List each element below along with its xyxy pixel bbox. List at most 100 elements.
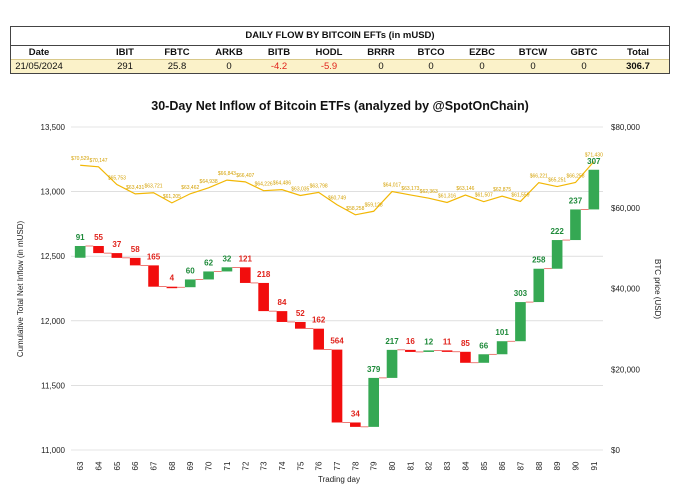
x-tick-label: 66 (131, 461, 140, 470)
btc-price-label: $61,559 (511, 192, 529, 198)
cell-hodl: -5.9 (320, 61, 338, 72)
x-tick-label: 75 (296, 461, 305, 470)
x-tick-label: 76 (315, 461, 324, 470)
btc-price-label: $61,507 (475, 193, 493, 199)
x-tick-label: 85 (480, 461, 489, 470)
btc-price-label: $66,258 (566, 173, 584, 179)
flow-data-label: 55 (94, 233, 103, 242)
x-tick-label: 88 (535, 461, 544, 470)
y-tick-label: 11,000 (41, 446, 65, 455)
x-tick-label: 81 (406, 461, 415, 470)
btc-price-label: $61,205 (163, 194, 181, 200)
btc-price-line (80, 161, 595, 216)
btc-price-layer: $70,529 $70,147 $65,753$63,431 $63,721$61,2… (71, 153, 603, 216)
flow-data-label: 91 (76, 233, 85, 242)
waterfall-bar (74, 245, 86, 258)
x-tick-label: 80 (388, 461, 397, 470)
daily-flow-table: DAILY FLOW BY BITCOIN EFTs (in mUSD) Dat… (10, 26, 670, 74)
y2-tick-label: $0 (611, 446, 620, 455)
header-fbtc: FBTC (164, 47, 190, 58)
flow-data-label: 37 (112, 240, 121, 249)
btc-price-label: $70,529 (71, 156, 89, 162)
x-tick-label: 63 (76, 461, 85, 470)
btc-price-label: $58,258 (346, 206, 364, 212)
y2-tick-label: $60,000 (611, 204, 640, 213)
x-tick-label: 77 (333, 461, 342, 470)
flow-data-label: 303 (514, 289, 528, 298)
waterfall-bar (405, 349, 416, 352)
cell-gbtc: 0 (581, 61, 587, 72)
waterfall-bar (221, 267, 233, 272)
cell-ibit: 291 (117, 61, 133, 72)
waterfall-bar (93, 245, 104, 254)
btc-price-label: $65,251 (548, 178, 566, 184)
y-tick-label: 13,500 (41, 123, 66, 132)
waterfall-bar (570, 209, 581, 241)
flow-data-label: 66 (479, 341, 488, 350)
flow-data-label: 121 (239, 254, 253, 263)
x-tick-label: 73 (260, 461, 269, 470)
y-tick-label: 12,500 (41, 252, 66, 261)
cell-total: 306.7 (626, 61, 650, 72)
flow-data-label: 58 (131, 245, 140, 254)
y2-tick-label: $40,000 (611, 285, 640, 294)
grid-layer (71, 126, 603, 451)
cell-bitb: -4.2 (270, 61, 288, 72)
flow-data-label: 564 (330, 337, 344, 346)
btc-price-label: $63,431 (126, 185, 144, 191)
flow-data-label: 84 (278, 298, 287, 307)
waterfall-bar (551, 240, 563, 269)
flow-table-header-row: Date IBIT FBTC ARKB BITB HODL BRRR BTCO … (11, 45, 669, 59)
waterfall-bar (588, 169, 600, 210)
y-tick-label: 11,500 (41, 381, 65, 390)
waterfall-bar (496, 341, 508, 355)
cell-arkb: 0 (226, 61, 232, 72)
btc-price-label: $62,875 (493, 187, 511, 193)
x-tick-label: 71 (223, 461, 232, 470)
btc-price-label: $63,462 (181, 185, 199, 191)
flow-data-label: 165 (147, 252, 161, 261)
waterfall-bar (203, 271, 214, 280)
axis-layer: 11,000 11,500 12,000 12,500 13,000 13,500 $0 $2… (41, 123, 641, 470)
flow-data-label: 218 (257, 270, 271, 279)
btc-price-label: $63,035 (291, 186, 309, 192)
header-btcw: BTCW (518, 47, 548, 58)
waterfall-bar (368, 377, 380, 427)
header-brrr: BRRR (367, 47, 395, 58)
waterfall-bar (478, 354, 490, 363)
waterfall-bar (423, 350, 435, 352)
btc-price-label: $60,749 (328, 196, 346, 202)
btc-price-label: $63,173 (401, 186, 419, 192)
x-tick-label: 72 (241, 461, 250, 470)
waterfall-bar (313, 328, 324, 350)
btc-price-label: $64,017 (383, 183, 401, 189)
flow-data-label: 379 (367, 365, 381, 374)
x-tick-label: 78 (351, 461, 360, 470)
btc-price-label: $64,938 (200, 179, 218, 185)
cell-brrr: 0 (378, 61, 384, 72)
flow-table-title: DAILY FLOW BY BITCOIN EFTs (in mUSD) (245, 30, 435, 41)
flow-data-label: 34 (351, 409, 360, 418)
header-gbtc: GBTC (570, 47, 598, 58)
x-tick-label: 70 (205, 461, 214, 470)
y-tick-label: 13,000 (41, 188, 66, 197)
x-tick-label: 74 (278, 461, 287, 470)
waterfall-bars-layer (74, 169, 600, 428)
btc-price-label: $66,843 (218, 171, 236, 177)
btc-price-label: $61,316 (438, 193, 456, 199)
flow-data-label: 217 (385, 337, 399, 346)
header-hodl: HODL (315, 47, 343, 58)
waterfall-bar (294, 321, 306, 329)
waterfall-bar (276, 311, 288, 322)
header-btco: BTCO (417, 47, 445, 58)
flow-labels-layer: 91 55 37 58 165 4 60 62 32 121 218 84 52 162 564 34 379 2… (76, 157, 601, 419)
flow-data-label: 60 (186, 266, 195, 275)
cell-fbtc: 25.8 (167, 61, 187, 72)
header-bitb: BITB (267, 47, 291, 58)
btc-price-label: $64,226 (255, 182, 273, 188)
waterfall-bar (148, 265, 159, 287)
flow-data-label: 85 (461, 339, 470, 348)
y-axis-label: Cumulative Total Net Inflow (in mUSD) (16, 220, 25, 357)
btc-price-label: $65,753 (108, 176, 126, 182)
x-tick-label: 65 (113, 461, 122, 470)
